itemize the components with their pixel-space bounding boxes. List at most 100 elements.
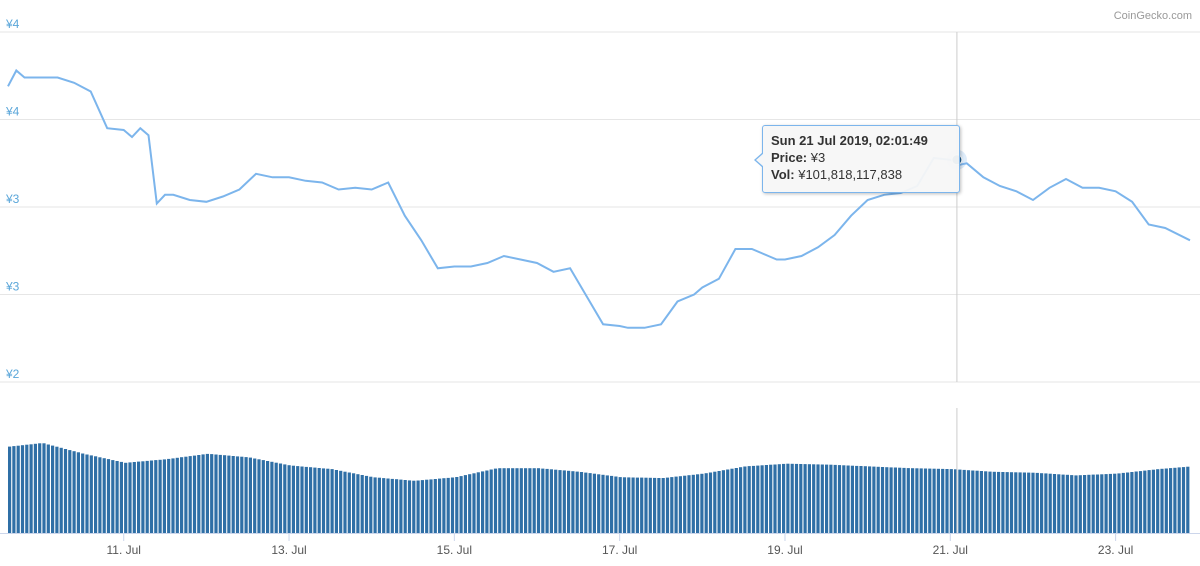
volume-bar [369,476,373,533]
volume-bar [352,473,356,533]
volume-bar [803,464,807,533]
volume-bar [575,471,579,533]
volume-bar [16,445,20,533]
volume-bar [872,466,876,533]
volume-bar [1009,472,1014,533]
volume-bar [704,473,708,533]
volume-bar [201,454,205,533]
volume-bar [119,461,123,533]
volume-bar [51,445,55,533]
volume-bar [407,480,412,533]
volume-bar [175,457,179,533]
volume-bar [859,466,863,533]
price-line[interactable] [7,68,1191,329]
volume-bar [180,457,184,533]
volume-bar [468,474,472,533]
volume-bar [339,470,343,533]
volume-bar [33,443,37,533]
volume-bar [536,468,541,533]
volume-bar [171,458,175,533]
volume-bar [1083,475,1087,533]
volume-bar [911,468,915,533]
volume-bar [1169,468,1173,533]
x-tick-label: 17. Jul [602,543,637,557]
volume-bar [313,467,317,533]
volume-bar [1048,473,1052,533]
volume-bar [1044,473,1048,533]
volume-bar [1108,473,1112,533]
volume-bar [42,443,46,533]
volume-bar [72,451,76,533]
volume-bar [1052,474,1057,533]
volume-bar [696,474,700,533]
volume-bar [532,468,536,533]
volume-bar [726,469,730,533]
volume-bar [661,478,665,533]
volume-bar [390,478,394,533]
volume-bar [227,455,231,533]
volume-bar [1078,475,1082,533]
volume-bar [1057,474,1061,533]
volume-bar [98,457,102,533]
volume-bar [506,468,510,533]
volume-bar [210,454,214,533]
volume-bar [287,465,291,533]
y-tick-label: ¥3 [5,192,20,206]
volume-bar [1104,474,1108,533]
volume-bar [747,466,751,533]
grid-lines [0,31,1200,383]
volume-bar [235,456,240,533]
volume-bar [657,478,661,533]
volume-bar [971,470,975,533]
volume-bar [691,474,695,533]
volume-bar [1138,471,1143,533]
volume-bar [167,458,171,533]
volume-bar [945,469,949,533]
volume-bar [489,469,493,533]
volume-bar [106,459,111,533]
volume-bar [25,444,29,533]
volume-bar [102,458,106,533]
volume-bar [231,456,235,533]
volume-bar [1001,472,1005,533]
tooltip-arrow-inner [756,153,764,167]
volume-bar [601,474,605,533]
credit-label[interactable]: CoinGecko.com [1113,10,1192,22]
volume-bar [997,471,1001,533]
volume-bar [115,461,119,533]
volume-bar [472,473,476,533]
volume-bar [816,464,820,533]
x-tick-label: 23. Jul [1098,543,1133,557]
volume-bar [1100,474,1104,533]
volume-bar [493,468,498,533]
volume-bar [158,459,162,533]
volume-bar [20,445,25,533]
volume-bar [893,467,897,533]
volume-bar [777,464,781,533]
volume-bar [545,468,549,533]
volume-bar [59,447,63,533]
volume-bar [1095,474,1100,533]
volume-bar [984,471,988,533]
volume-bar [674,476,678,533]
volume-bar [149,460,154,533]
x-axis: 11. Jul 13. Jul 15. Jul 17. Jul 19. Jul 21. J… [0,533,1200,557]
volume-bar [554,469,558,533]
volume-bar [1113,473,1117,533]
volume-bar [223,455,227,533]
volume-bar [941,468,945,533]
volume-bar [205,453,209,533]
volume-bar [94,456,98,533]
volume-bar [923,468,928,533]
volume-bar [794,463,799,533]
x-tick-label: 21. Jul [933,543,968,557]
y-tick-label: ¥2 [5,367,20,381]
volume-bar [898,467,902,533]
volume-bar [395,479,399,533]
volume-bar [8,446,12,533]
volume-bar [309,467,313,533]
volume-bar [463,475,467,533]
volume-bar [790,463,794,533]
volume-bar [919,468,923,533]
volume-bar [1177,467,1181,533]
